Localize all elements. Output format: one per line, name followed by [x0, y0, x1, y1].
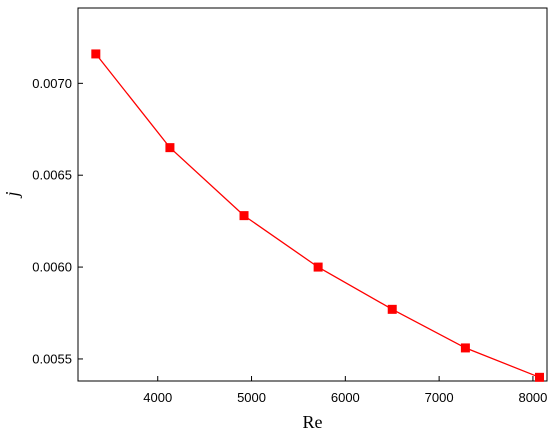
x-tick-label: 5000: [237, 390, 266, 405]
y-axis-title: j: [2, 191, 22, 198]
x-axis-ticks: 4000 5000 6000 7000 8000: [143, 376, 547, 405]
y-tick-label: 0.0060: [32, 260, 72, 275]
plot-frame: [77, 7, 548, 382]
series-line: [95, 53, 540, 378]
y-axis-ticks: 0.0055 0.0060 0.0065 0.0070: [32, 76, 83, 366]
x-axis-title: Re: [303, 412, 323, 432]
data-point-marker: [313, 262, 323, 272]
y-tick-label: 0.0055: [32, 351, 72, 366]
x-tick-label: 6000: [331, 390, 360, 405]
data-point-marker: [91, 49, 101, 59]
data-point-marker: [460, 343, 470, 353]
data-point-marker: [387, 304, 397, 314]
x-tick-label: 7000: [425, 390, 454, 405]
y-tick-label: 0.0065: [32, 168, 72, 183]
x-tick-label: 4000: [143, 390, 172, 405]
y-tick-label: 0.0070: [32, 76, 72, 91]
x-tick-label: 8000: [518, 390, 547, 405]
data-point-marker: [239, 211, 249, 221]
data-point-marker: [534, 372, 544, 382]
series-layer: [91, 49, 544, 382]
data-point-marker: [165, 143, 175, 153]
